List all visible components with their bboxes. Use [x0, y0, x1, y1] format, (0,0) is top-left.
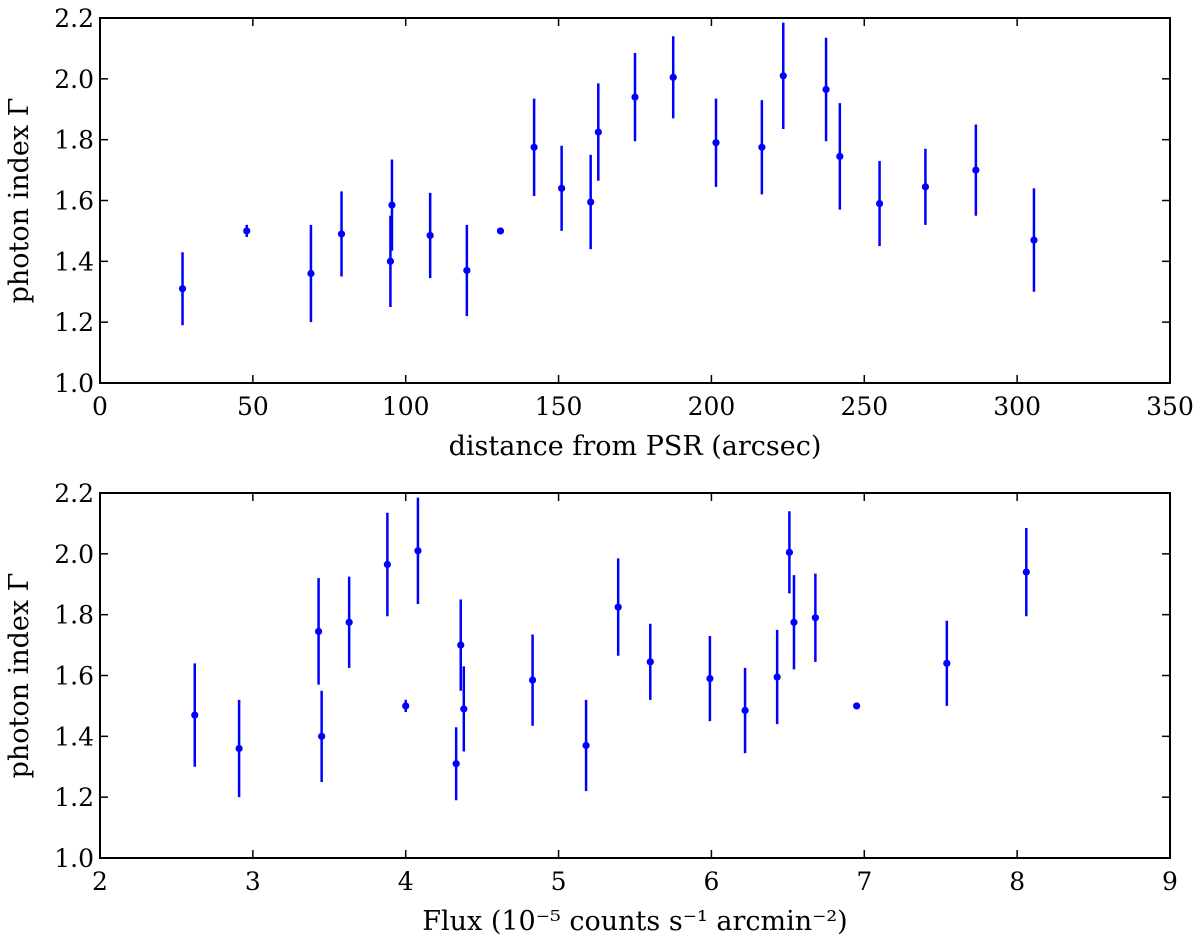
top-data-point: [631, 93, 639, 101]
bottom-data-point: [383, 560, 391, 569]
top-data-point: [463, 266, 471, 275]
top-x-tick-label: 300: [993, 392, 1041, 421]
bottom-data-point: [614, 603, 622, 611]
bottom-y-tick-label: 1.6: [54, 662, 94, 691]
top-x-tick-label: 150: [535, 392, 583, 421]
bottom-data-point: [235, 744, 243, 753]
bottom-data-point: [853, 702, 861, 710]
top-x-tick-label: 50: [237, 392, 269, 421]
top-data-point: [178, 285, 187, 293]
top-data-point: [669, 73, 677, 81]
bottom-data-point: [452, 760, 460, 768]
bottom-y-tick-label: 2.0: [54, 540, 94, 569]
top-data-point: [972, 166, 980, 174]
top-data-points: [178, 22, 1038, 326]
bottom-y-tick-label: 2.2: [54, 479, 94, 508]
bottom-plot: 2 3 4 5 6 7 8 9 1.0 1.2 1.4 1.6 1.8 2.0 2.2 Flux (10⁻⁵ …: [4, 479, 1178, 937]
bottom-data-point: [646, 658, 654, 666]
bottom-x-tick-label: 4: [398, 867, 414, 896]
bottom-x-tick-label: 8: [1009, 867, 1025, 896]
bottom-data-point: [314, 627, 323, 635]
top-y-tick-label: 2.0: [54, 65, 94, 94]
bottom-data-point: [460, 705, 468, 713]
top-y-axis-label: photon index Γ: [4, 98, 35, 304]
bottom-data-points: [191, 497, 1030, 801]
top-data-point: [836, 152, 844, 160]
bottom-data-point: [1022, 568, 1030, 576]
bottom-data-point: [773, 673, 781, 681]
bottom-x-tick-label: 7: [856, 867, 872, 896]
top-data-point: [758, 143, 766, 151]
top-y-tick-label: 1.4: [54, 247, 94, 276]
bottom-data-point: [943, 659, 951, 667]
top-data-point: [243, 227, 251, 235]
top-data-point: [594, 128, 602, 136]
bottom-y-tick-label: 1.2: [54, 783, 94, 812]
bottom-x-tick-label: 9: [1162, 867, 1178, 896]
bottom-y-tick-label: 1.4: [54, 722, 94, 751]
top-data-point: [496, 227, 505, 235]
top-data-point: [386, 257, 395, 265]
top-y-tick-label: 1.8: [54, 126, 94, 155]
bottom-data-point: [811, 614, 819, 622]
bottom-data-point: [414, 547, 422, 555]
top-data-point: [921, 183, 930, 191]
top-data-point: [426, 231, 434, 240]
bottom-x-tick-label: 2: [92, 867, 108, 896]
top-y-tick-label: 1.2: [54, 308, 94, 337]
bottom-data-point: [785, 548, 793, 556]
bottom-x-tick-label: 5: [551, 867, 567, 896]
bottom-data-point: [741, 706, 749, 715]
bottom-data-point: [345, 618, 353, 626]
top-x-tick-label: 0: [92, 392, 108, 421]
top-data-point: [337, 230, 346, 238]
bottom-x-tick-label: 3: [245, 867, 261, 896]
top-plot: 0 50 100 150 200 250 300 350 1.0 1.2 1.4 1.6 1.8 2.0 2…: [4, 4, 1194, 462]
top-x-tick-label: 100: [382, 392, 430, 421]
top-x-tick-label: 250: [840, 392, 888, 421]
top-data-point: [779, 72, 787, 80]
top-y-tick-label: 1.6: [54, 187, 94, 216]
top-data-point: [307, 269, 315, 278]
top-data-point: [875, 199, 884, 208]
bottom-data-point: [790, 618, 798, 626]
bottom-data-point: [191, 711, 199, 719]
top-data-point: [587, 198, 595, 206]
top-data-point: [388, 201, 396, 209]
top-y-tick-label: 2.2: [54, 4, 94, 33]
top-y-tick-label: 1.0: [54, 369, 94, 398]
bottom-data-point: [318, 732, 326, 740]
top-data-point: [1030, 236, 1038, 244]
bottom-axes-frame: [99, 492, 1171, 859]
bottom-data-point: [402, 702, 410, 710]
bottom-data-point: [528, 676, 537, 684]
bottom-data-point: [582, 741, 590, 750]
top-data-point: [822, 85, 830, 94]
bottom-data-point: [457, 641, 465, 649]
bottom-x-tick-label: 6: [703, 867, 719, 896]
bottom-data-point: [706, 674, 714, 683]
bottom-y-tick-label: 1.0: [54, 844, 94, 873]
top-x-tick-label: 350: [1146, 392, 1194, 421]
top-x-axis-label: distance from PSR (arcsec): [449, 431, 822, 462]
top-data-point: [712, 139, 720, 147]
bottom-y-tick-label: 1.8: [54, 601, 94, 630]
bottom-y-axis-label: photon index Γ: [4, 573, 35, 779]
bottom-x-axis-label: Flux (10⁻⁵ counts s⁻¹ arcmin⁻²): [422, 906, 847, 937]
top-data-point: [558, 184, 566, 192]
top-data-point: [530, 143, 538, 151]
top-x-tick-label: 200: [688, 392, 736, 421]
